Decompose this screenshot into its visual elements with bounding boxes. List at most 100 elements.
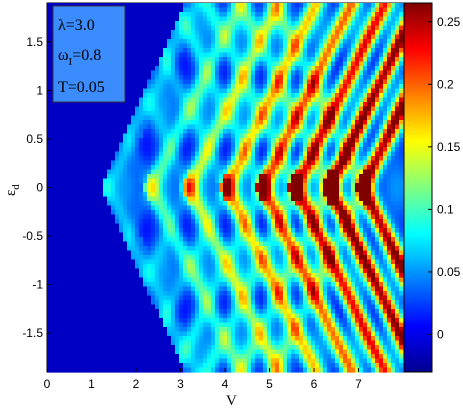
heatmap-cell <box>143 228 148 234</box>
heatmap-cell <box>83 106 88 112</box>
heatmap-cell <box>143 178 148 184</box>
heatmap-cell <box>151 66 156 72</box>
heatmap-cell <box>135 201 140 207</box>
heatmap-cell <box>179 115 184 121</box>
heatmap-cell <box>251 259 256 265</box>
heatmap-cell <box>127 277 132 283</box>
heatmap-cell <box>115 259 120 265</box>
heatmap-cell <box>131 318 136 324</box>
heatmap-cell <box>191 300 196 306</box>
heatmap-cell <box>243 30 248 36</box>
heatmap-cell <box>259 138 264 144</box>
heatmap-cell <box>247 70 252 76</box>
heatmap-cell <box>151 75 156 81</box>
heatmap-cell <box>183 34 188 40</box>
heatmap-cell <box>287 102 292 108</box>
heatmap-cell <box>267 178 272 184</box>
heatmap-cell <box>255 241 260 247</box>
heatmap-cell <box>119 286 124 292</box>
heatmap-cell <box>231 129 236 135</box>
heatmap-cell <box>195 232 200 238</box>
heatmap-cell <box>179 7 184 13</box>
heatmap-cell <box>195 7 200 13</box>
heatmap-cell <box>167 142 172 148</box>
heatmap-cell <box>215 313 220 319</box>
heatmap-cell <box>87 169 92 175</box>
heatmap-cell <box>115 367 120 373</box>
heatmap-cell <box>183 111 188 117</box>
heatmap-cell <box>139 61 144 67</box>
heatmap-cell <box>123 124 128 130</box>
heatmap-cell <box>219 66 224 72</box>
heatmap-cell <box>63 313 68 319</box>
heatmap-cell <box>219 102 224 108</box>
heatmap-cell <box>187 300 192 306</box>
heatmap-cell <box>203 156 208 162</box>
heatmap-cell <box>143 246 148 252</box>
heatmap-cell <box>75 313 80 319</box>
heatmap-cell <box>287 66 292 72</box>
heatmap-cell <box>227 160 232 166</box>
heatmap-cell <box>187 183 192 189</box>
heatmap-cell <box>55 232 60 238</box>
heatmap-cell <box>147 327 152 333</box>
heatmap-cell <box>51 115 56 121</box>
heatmap-cell <box>47 349 52 355</box>
heatmap-cell <box>51 156 56 162</box>
heatmap-cell <box>147 214 152 220</box>
heatmap-cell <box>143 93 148 99</box>
heatmap-cell <box>119 336 124 342</box>
heatmap-cell <box>179 75 184 81</box>
heatmap-cell <box>87 147 92 153</box>
heatmap-cell <box>67 156 72 162</box>
heatmap-cell <box>227 88 232 94</box>
heatmap-cell <box>51 358 56 364</box>
heatmap-cell <box>275 174 280 180</box>
heatmap-cell <box>143 232 148 238</box>
heatmap-cell <box>151 264 156 270</box>
heatmap-cell <box>87 318 92 324</box>
heatmap-cell <box>99 124 104 130</box>
heatmap-cell <box>67 111 72 117</box>
heatmap-cell <box>135 93 140 99</box>
heatmap-cell <box>287 246 292 252</box>
heatmap-cell <box>115 228 120 234</box>
heatmap-cell <box>171 142 176 148</box>
heatmap-cell <box>123 313 128 319</box>
heatmap-cell <box>183 358 188 364</box>
heatmap-cell <box>183 7 188 13</box>
heatmap-cell <box>231 322 236 328</box>
heatmap-cell <box>219 232 224 238</box>
heatmap-cell <box>175 318 180 324</box>
heatmap-cell <box>79 205 84 211</box>
heatmap-cell <box>155 21 160 27</box>
heatmap-cell <box>123 106 128 112</box>
heatmap-cell <box>171 282 176 288</box>
heatmap-cell <box>251 300 256 306</box>
heatmap-cell <box>83 223 88 229</box>
heatmap-cell <box>131 61 136 67</box>
heatmap-cell <box>123 201 128 207</box>
heatmap-cell <box>239 273 244 279</box>
heatmap-cell <box>267 34 272 40</box>
heatmap-cell <box>267 322 272 328</box>
heatmap-cell <box>275 70 280 76</box>
heatmap-cell <box>255 336 260 342</box>
heatmap-cell <box>259 246 264 252</box>
heatmap-cell <box>163 228 168 234</box>
heatmap-cell <box>143 57 148 63</box>
heatmap-cell <box>287 3 292 9</box>
heatmap-cell <box>55 196 60 202</box>
heatmap-cell <box>147 25 152 31</box>
heatmap-cell <box>139 111 144 117</box>
heatmap-cell <box>127 205 132 211</box>
heatmap-cell <box>79 183 84 189</box>
heatmap-cell <box>183 331 188 337</box>
heatmap-cell <box>263 79 268 85</box>
heatmap-cell <box>247 79 252 85</box>
heatmap-cell <box>151 318 156 324</box>
heatmap-cell <box>255 228 260 234</box>
heatmap-cell <box>71 268 76 274</box>
heatmap-cell <box>231 300 236 306</box>
heatmap-cell <box>267 30 272 36</box>
